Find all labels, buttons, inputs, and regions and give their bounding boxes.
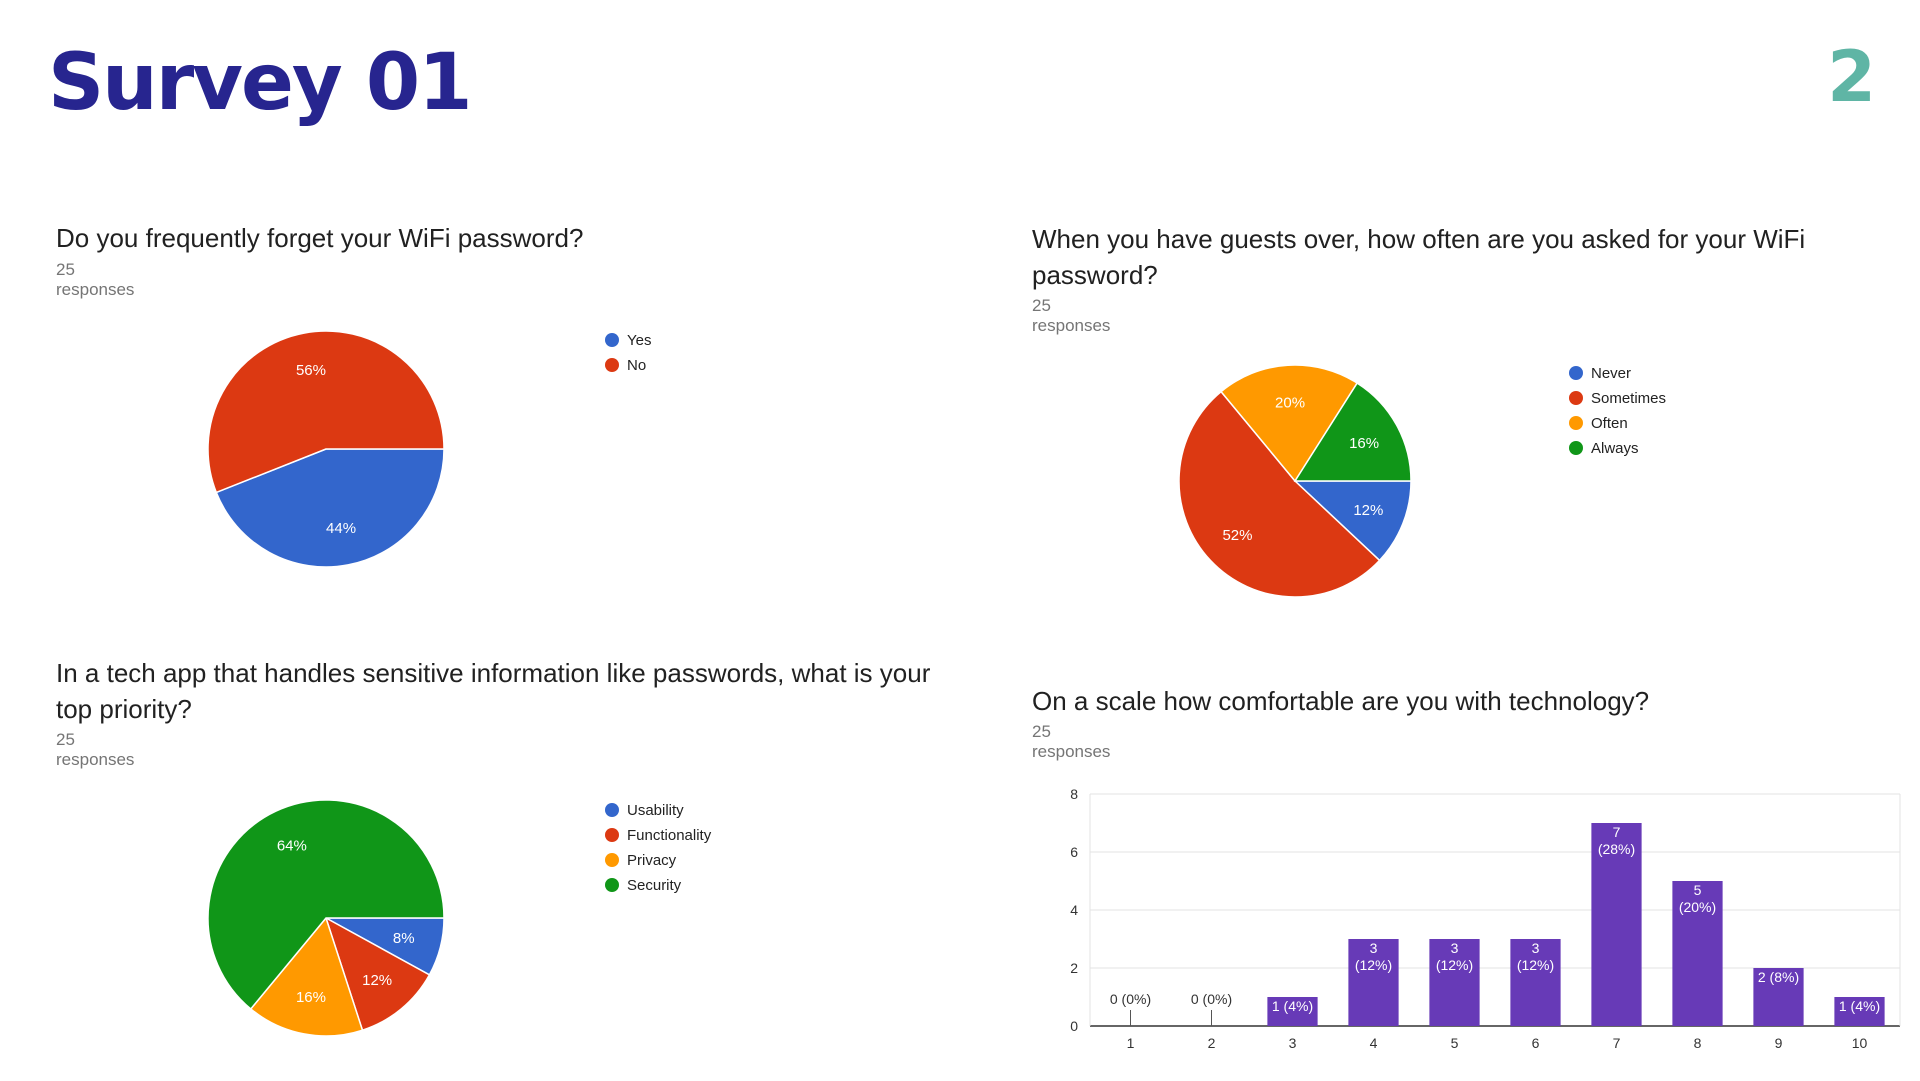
y-tick-label: 0 (1070, 1018, 1078, 1034)
chart-title: Do you frequently forget your WiFi passw… (56, 223, 584, 253)
bar-8 (1672, 881, 1723, 1026)
legend-swatch-often (1569, 416, 1583, 430)
bar-data-label-4: 3 (12%) (1355, 940, 1392, 973)
bar-9 (1753, 968, 1804, 1026)
x-tick-label: 8 (1694, 1035, 1702, 1051)
pie-slice-label-never: 12% (1353, 502, 1383, 519)
legend-label-often: Often (1591, 415, 1628, 432)
legend-swatch-yes (605, 333, 619, 347)
slide-title: Survey 01 (48, 38, 472, 128)
chart-title: When you have guests over, how often are… (1032, 224, 1806, 290)
y-tick-label: 2 (1070, 960, 1078, 976)
x-tick-label: 4 (1370, 1035, 1378, 1051)
bar-7 (1591, 823, 1642, 1026)
bar-data-label-7: 7 (28%) (1598, 824, 1635, 857)
bar-10 (1834, 997, 1885, 1026)
legend-label-usability: Usability (627, 802, 684, 819)
pie-chart-wifi-forget: 44% 56% Yes No (207, 330, 651, 568)
pie-slice-often (1220, 364, 1359, 483)
x-tick-label: 1 (1127, 1035, 1135, 1051)
legend-swatch-no (605, 358, 619, 372)
response-count: 25 responses (1032, 296, 1111, 335)
x-tick-label: 9 (1775, 1035, 1783, 1051)
bar-data-label-9: 2 (8%) (1758, 969, 1799, 985)
bar-3 (1267, 997, 1318, 1026)
legend-swatch-security (605, 878, 619, 892)
legend-swatch-functionality (605, 828, 619, 842)
legend-swatch-usability (605, 803, 619, 817)
bar-chart-tech-comfort: 0 2 4 6 8 0 (0%) 1 0 (0%) 2 1 (4%) 3 3 (12%) 4 3 (12%) 5… (1070, 786, 1901, 1051)
chart-title: In a tech app that handles sensitive inf… (56, 658, 931, 724)
pie-slice-privacy (249, 916, 364, 1037)
legend-label-never: Never (1591, 365, 1631, 382)
x-tick-label: 2 (1208, 1035, 1216, 1051)
legend-label-yes: Yes (627, 332, 651, 349)
x-tick-label: 3 (1289, 1035, 1297, 1051)
legend-swatch-sometimes (1569, 391, 1583, 405)
pie-slice-label-privacy: 16% (296, 989, 326, 1006)
y-tick-label: 6 (1070, 844, 1078, 860)
pie-slice-label-security: 64% (277, 837, 307, 854)
bar-data-label-1: 0 (0%) (1110, 991, 1151, 1007)
y-tick-label: 4 (1070, 902, 1078, 918)
y-tick-label: 8 (1070, 786, 1078, 802)
bar-data-label-3: 1 (4%) (1272, 998, 1313, 1014)
legend-label-no: No (627, 357, 646, 374)
pie-slice-security (207, 799, 445, 1010)
pie-slice-functionality (324, 916, 431, 1032)
pie-slice-label-sometimes: 52% (1222, 527, 1252, 544)
legend-label-always: Always (1591, 440, 1639, 457)
bar-4 (1348, 939, 1399, 1026)
pie-slice-sometimes (1178, 390, 1381, 598)
legend-label-security: Security (627, 877, 682, 894)
x-tick-label: 6 (1532, 1035, 1540, 1051)
legend-label-privacy: Privacy (627, 852, 677, 869)
legend-swatch-never (1569, 366, 1583, 380)
pie-slice-label-usability: 8% (393, 930, 415, 947)
legend-label-sometimes: Sometimes (1591, 390, 1666, 407)
legend-label-functionality: Functionality (627, 827, 712, 844)
bar-6 (1510, 939, 1561, 1026)
x-tick-label: 7 (1613, 1035, 1621, 1051)
response-count: 25 responses (1032, 722, 1111, 761)
bar-data-label-5: 3 (12%) (1436, 940, 1473, 973)
pie-slice-label-yes: 44% (326, 520, 356, 537)
pie-slice-label-often: 20% (1275, 394, 1305, 411)
page-number: 2 (1827, 36, 1876, 118)
pie-slice-yes (215, 448, 445, 568)
legend-swatch-always (1569, 441, 1583, 455)
response-count: 25 responses (56, 260, 135, 299)
pie-slice-label-functionality: 12% (362, 972, 392, 989)
response-count: 25 responses (56, 730, 135, 769)
pie-chart-guests-ask: 12% 52% 20% 16% Never Sometimes Often Always (1178, 364, 1666, 598)
pie-slice-label-always: 16% (1349, 435, 1379, 452)
pie-slice-no (207, 330, 445, 494)
bar-data-label-10: 1 (4%) (1839, 998, 1880, 1014)
bar-data-label-8: 5 (20%) (1679, 882, 1716, 915)
pie-slice-always (1293, 382, 1412, 482)
bar-5 (1429, 939, 1480, 1026)
legend-swatch-privacy (605, 853, 619, 867)
x-tick-label: 5 (1451, 1035, 1459, 1051)
pie-slice-never (1293, 480, 1412, 562)
bar-data-label-2: 0 (0%) (1191, 991, 1232, 1007)
chart-title: On a scale how comfortable are you with … (1032, 686, 1650, 716)
pie-slice-label-no: 56% (296, 362, 326, 379)
bar-data-label-6: 3 (12%) (1517, 940, 1554, 973)
pie-chart-top-priority: 8% 12% 16% 64% Usability Functionality Privacy… (207, 799, 712, 1037)
x-tick-label: 10 (1852, 1035, 1868, 1051)
